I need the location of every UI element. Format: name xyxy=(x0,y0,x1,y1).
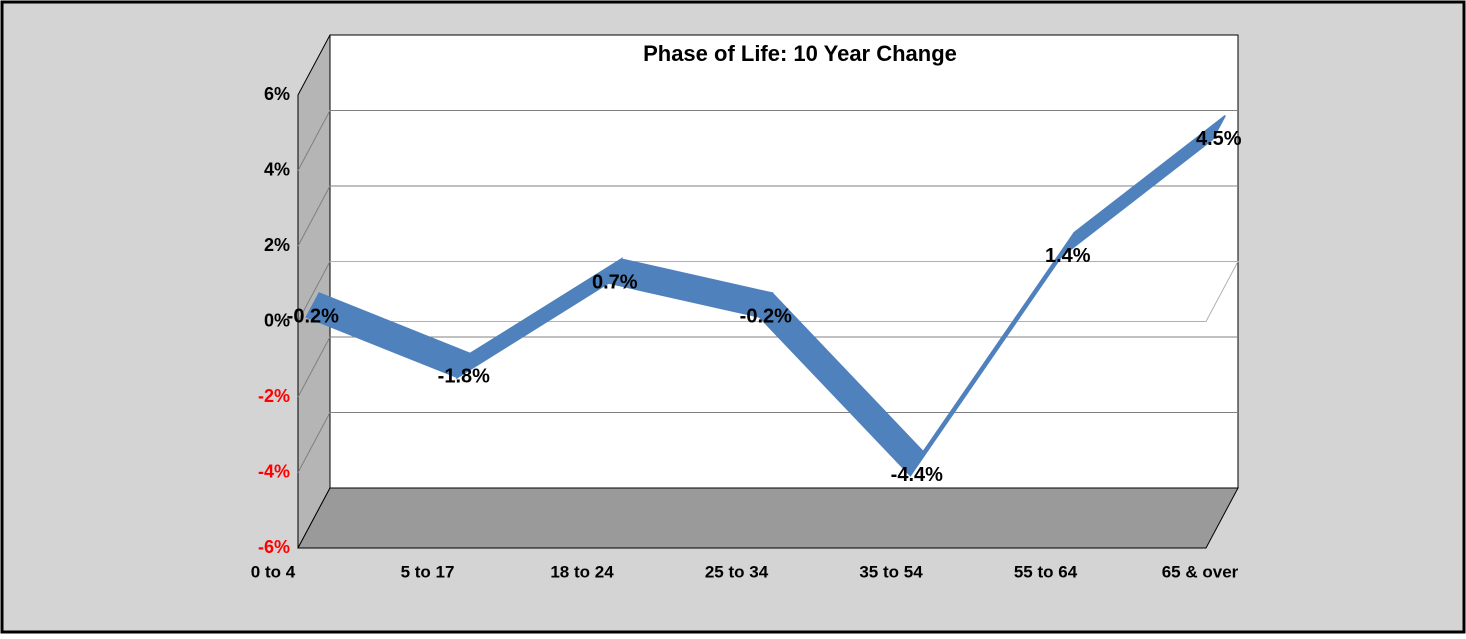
x-tick-label: 5 to 17 xyxy=(401,562,455,581)
data-label: -4.4% xyxy=(891,464,943,486)
y-tick-label: -2% xyxy=(258,386,290,406)
x-tick-label: 35 to 54 xyxy=(859,562,923,581)
chart-title: Phase of Life: 10 Year Change xyxy=(643,41,957,66)
y-tick-label: 6% xyxy=(264,84,290,104)
y-tick-label: 4% xyxy=(264,159,290,179)
data-label: -1.8% xyxy=(438,366,490,388)
y-tick-label: -4% xyxy=(258,461,290,481)
side-grid-line xyxy=(297,412,331,473)
x-tick-label: 18 to 24 xyxy=(550,562,614,581)
y-tick-label: -6% xyxy=(258,537,290,557)
side-grid-line xyxy=(297,261,331,322)
y-tick-label: 0% xyxy=(264,310,290,330)
x-tick-label: 25 to 34 xyxy=(705,562,769,581)
zero-plane xyxy=(298,261,1239,322)
side-grid-line xyxy=(297,336,331,398)
side-grid-line xyxy=(297,185,331,247)
floor xyxy=(297,487,1239,549)
data-label: 1.4% xyxy=(1045,245,1091,267)
x-tick-label: 55 to 64 xyxy=(1014,562,1078,581)
x-tick-label: 65 & over xyxy=(1162,562,1239,581)
data-label: 0.7% xyxy=(592,271,638,293)
y-tick-label: 2% xyxy=(264,235,290,255)
data-label: -0.2% xyxy=(287,305,339,327)
data-label: 4.5% xyxy=(1196,128,1242,150)
side-grid-line xyxy=(297,110,331,171)
ribbon-segment xyxy=(1060,115,1226,258)
data-label: -0.2% xyxy=(740,305,792,327)
x-tick-label: 0 to 4 xyxy=(251,562,296,581)
